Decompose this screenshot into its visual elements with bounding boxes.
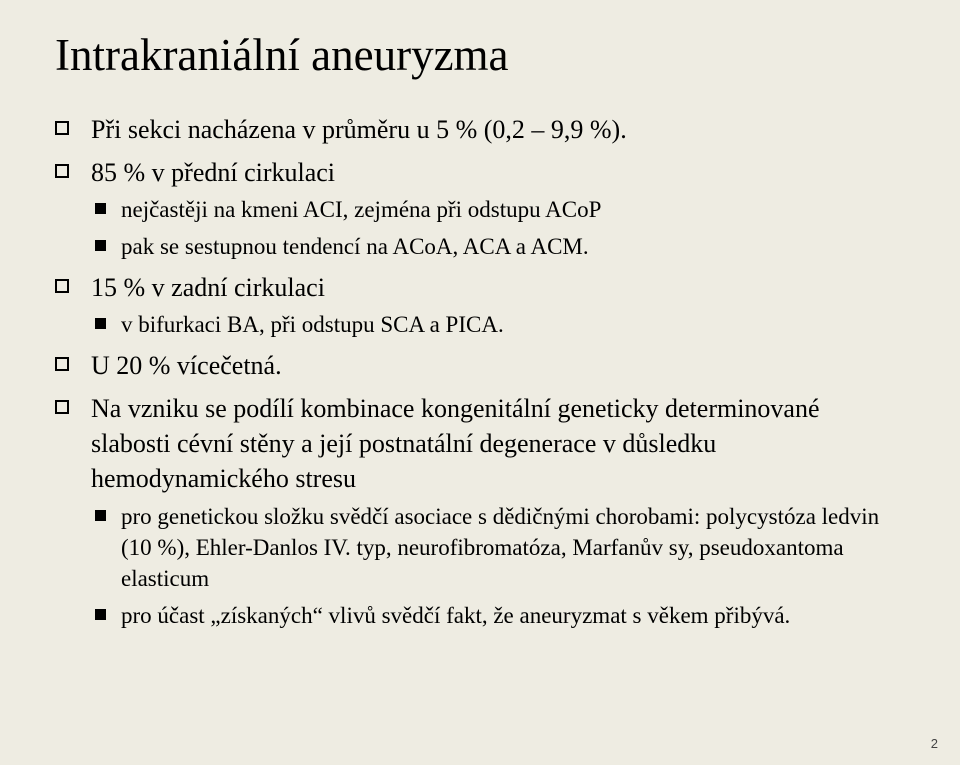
bullet-text: 85 % v přední cirkulaci: [91, 158, 335, 187]
list-item: 15 % v zadní cirkulaci v bifurkaci BA, p…: [55, 270, 905, 340]
sub-list: nejčastěji na kmeni ACI, zejména při ods…: [91, 194, 905, 262]
slide-container: Intrakraniální aneuryzma Při sekci nachá…: [0, 0, 960, 765]
sub-list: v bifurkaci BA, při odstupu SCA a PICA.: [91, 309, 905, 340]
list-item: Na vzniku se podílí kombinace kongenitál…: [55, 391, 905, 630]
list-item: pro účast „získaných“ vlivů svědčí fakt,…: [91, 600, 905, 631]
bullet-list: Při sekci nacházena v průměru u 5 % (0,2…: [55, 112, 905, 631]
bullet-text: pak se sestupnou tendencí na ACoA, ACA a…: [121, 234, 589, 259]
bullet-text: Na vzniku se podílí kombinace kongenitál…: [91, 394, 820, 493]
square-filled-icon: [95, 318, 106, 329]
list-item: Při sekci nacházena v průměru u 5 % (0,2…: [55, 112, 905, 147]
bullet-text: U 20 % vícečetná.: [91, 351, 282, 380]
square-open-icon: [55, 357, 69, 371]
list-item: pak se sestupnou tendencí na ACoA, ACA a…: [91, 231, 905, 262]
sub-list: pro genetickou složku svědčí asociace s …: [91, 501, 905, 631]
list-item: pro genetickou složku svědčí asociace s …: [91, 501, 905, 594]
square-filled-icon: [95, 510, 106, 521]
square-filled-icon: [95, 203, 106, 214]
square-open-icon: [55, 400, 69, 414]
square-filled-icon: [95, 240, 106, 251]
square-filled-icon: [95, 609, 106, 620]
square-open-icon: [55, 121, 69, 135]
list-item: nejčastěji na kmeni ACI, zejména při ods…: [91, 194, 905, 225]
list-item: v bifurkaci BA, při odstupu SCA a PICA.: [91, 309, 905, 340]
bullet-text: pro účast „získaných“ vlivů svědčí fakt,…: [121, 603, 790, 628]
bullet-text: pro genetickou složku svědčí asociace s …: [121, 504, 879, 591]
list-item: 85 % v přední cirkulaci nejčastěji na km…: [55, 155, 905, 262]
list-item: U 20 % vícečetná.: [55, 348, 905, 383]
bullet-text: v bifurkaci BA, při odstupu SCA a PICA.: [121, 312, 504, 337]
slide-title: Intrakraniální aneuryzma: [55, 30, 905, 82]
bullet-text: 15 % v zadní cirkulaci: [91, 273, 325, 302]
page-number: 2: [931, 736, 938, 751]
bullet-text: Při sekci nacházena v průměru u 5 % (0,2…: [91, 115, 627, 144]
bullet-text: nejčastěji na kmeni ACI, zejména při ods…: [121, 197, 601, 222]
square-open-icon: [55, 164, 69, 178]
square-open-icon: [55, 279, 69, 293]
